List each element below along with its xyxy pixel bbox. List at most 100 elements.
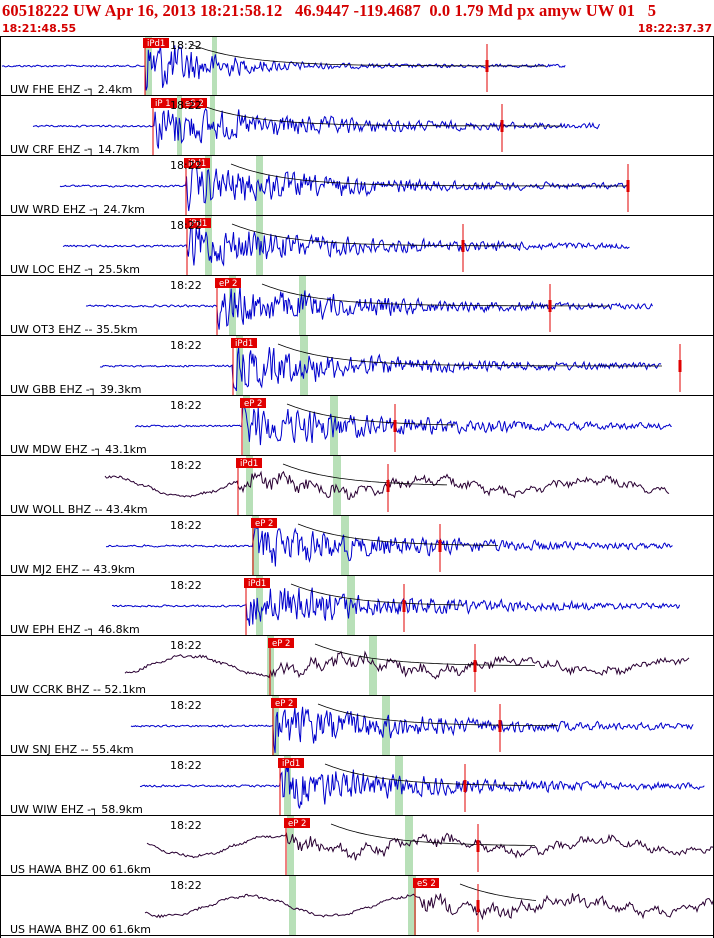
time-tick-label: 18:22 (170, 759, 202, 772)
pick-box (268, 638, 294, 648)
waveform-trace (139, 763, 705, 809)
pick-label: eP 2 (275, 699, 293, 709)
waveform-trace (105, 523, 673, 567)
time-tick-label: 18:22 (170, 879, 202, 892)
station-label: UW WOLL BHZ -- 43.4km (10, 503, 148, 516)
station-label: UW WIW EHZ -┐ 58.9km (10, 803, 143, 816)
seismogram-panel: iPd1 18:22 UW EPH EHZ -┐ 46.8km (0, 576, 714, 636)
time-tick-label: 18:22 (170, 639, 202, 652)
pick-label: iPd1 (189, 219, 207, 229)
coda-end-tick (386, 480, 390, 492)
phase-window-band (289, 876, 296, 936)
phase-window-band (287, 816, 294, 876)
seismogram-panel: iP 1 eS 218:22 UW CRF EHZ -┐ 14.7km (0, 96, 714, 156)
station-label: UW FHE EHZ -┐ 2.4km (10, 83, 132, 96)
pick-box (215, 278, 241, 288)
pick-box (278, 758, 304, 768)
coda-end-tick (463, 780, 467, 792)
waveform-trace (130, 706, 694, 753)
pick-label: eP 2 (219, 279, 237, 289)
waveform-trace (59, 162, 628, 212)
pick-box (284, 818, 310, 828)
coda-end-tick (548, 300, 552, 312)
seismogram-panel: eP 2 18:22 UW CCRK BHZ -- 52.1km (0, 636, 714, 696)
phase-window-band (369, 636, 377, 696)
pick-box (143, 38, 169, 48)
phase-window-band (212, 36, 217, 96)
pick-label: eP 2 (272, 639, 290, 649)
coda-curve (231, 223, 520, 247)
coda-end-tick (485, 60, 489, 72)
coda-end-tick (476, 840, 480, 852)
seismogram-panel: iPd1 18:22 UW GBB EHZ -┐ 39.3km (0, 336, 714, 396)
station-label: UW MJ2 EHZ -- 43.9km (10, 563, 135, 576)
pick-label: iPd1 (248, 579, 266, 589)
phase-window-band (395, 756, 403, 816)
pick-box (413, 878, 439, 888)
pick-box (244, 578, 270, 588)
coda-curve (282, 463, 448, 486)
event-title: 60518222 UW Apr 16, 2013 18:21:58.12 46.… (2, 1, 657, 20)
coda-curve (317, 703, 558, 727)
station-label: UW LOC EHZ -┐ 25.5km (10, 263, 140, 276)
station-label: UW OT3 EHZ -- 35.5km (10, 323, 138, 336)
time-tick-label: 18:22 (170, 699, 202, 712)
waveform-trace (111, 587, 681, 626)
phase-window-band (347, 576, 355, 636)
pick-label: eP 2 (255, 519, 273, 529)
seismogram-panel: eP 2 18:22 UW MJ2 EHZ -- 43.9km (0, 516, 714, 576)
coda-curve (330, 823, 536, 846)
pick-label: eP 2 (288, 819, 306, 829)
seismogram-panel: eP 2 18:22 US HAWA BHZ 00 61.6km (0, 816, 714, 876)
phase-window-band (145, 36, 152, 96)
pick-box (184, 158, 210, 168)
coda-end-tick (461, 240, 465, 252)
pick-label: iPd1 (235, 339, 253, 349)
coda-curve (297, 523, 498, 546)
station-label: UW CCRK BHZ -- 52.1km (10, 683, 146, 696)
station-label: UW WRD EHZ -┐ 24.7km (10, 203, 145, 216)
coda-end-tick (498, 720, 502, 732)
coda-curve (261, 283, 610, 307)
pick-label: iPd1 (147, 39, 165, 49)
coda-curve (324, 763, 525, 786)
coda-curve (286, 403, 456, 426)
coda-end-tick (476, 900, 480, 912)
phase-window-band (229, 276, 236, 336)
phase-window-band (408, 876, 416, 936)
time-tick-label: 18:22 (170, 459, 202, 472)
waveform-trace (134, 405, 672, 446)
station-label: UW EPH EHZ -┐ 46.8km (10, 623, 140, 636)
coda-end-tick (678, 360, 682, 372)
waveform-trace (144, 893, 714, 921)
time-tick-label: 18:22 (170, 399, 202, 412)
pick-label-secondary: eS 2 (185, 99, 204, 109)
waveform-trace (124, 650, 690, 680)
phase-window-band (252, 516, 259, 576)
pick-label: eP 2 (244, 399, 262, 409)
station-label: UW CRF EHZ -┐ 14.7km (10, 143, 140, 156)
pick-box-secondary (181, 98, 207, 108)
phase-window-band (177, 96, 182, 156)
pick-label: iPd1 (240, 459, 258, 469)
pick-label: iPd1 (282, 759, 300, 769)
pick-box (271, 698, 297, 708)
waveform-trace (85, 284, 653, 330)
time-tick-label: 18:22 (170, 99, 202, 112)
coda-curve (314, 643, 535, 666)
station-label: UW GBB EHZ -┐ 39.3km (10, 383, 141, 396)
coda-end-tick (626, 180, 630, 192)
coda-end-tick (500, 120, 504, 132)
pick-label: iP 1 (155, 99, 171, 109)
event-header: 60518222 UW Apr 16, 2013 18:21:58.12 46.… (0, 0, 714, 36)
time-start-label: 18:21:48.55 (2, 22, 77, 35)
seismogram-panel: iPd1 18:22 UW WIW EHZ -┐ 58.9km (0, 756, 714, 816)
pick-box (231, 338, 257, 348)
time-tick-label: 18:22 (170, 819, 202, 832)
time-tick-label: 18:22 (170, 159, 202, 172)
coda-end-tick (393, 420, 397, 432)
pick-label: iPd1 (188, 159, 206, 169)
pick-box (240, 398, 266, 408)
